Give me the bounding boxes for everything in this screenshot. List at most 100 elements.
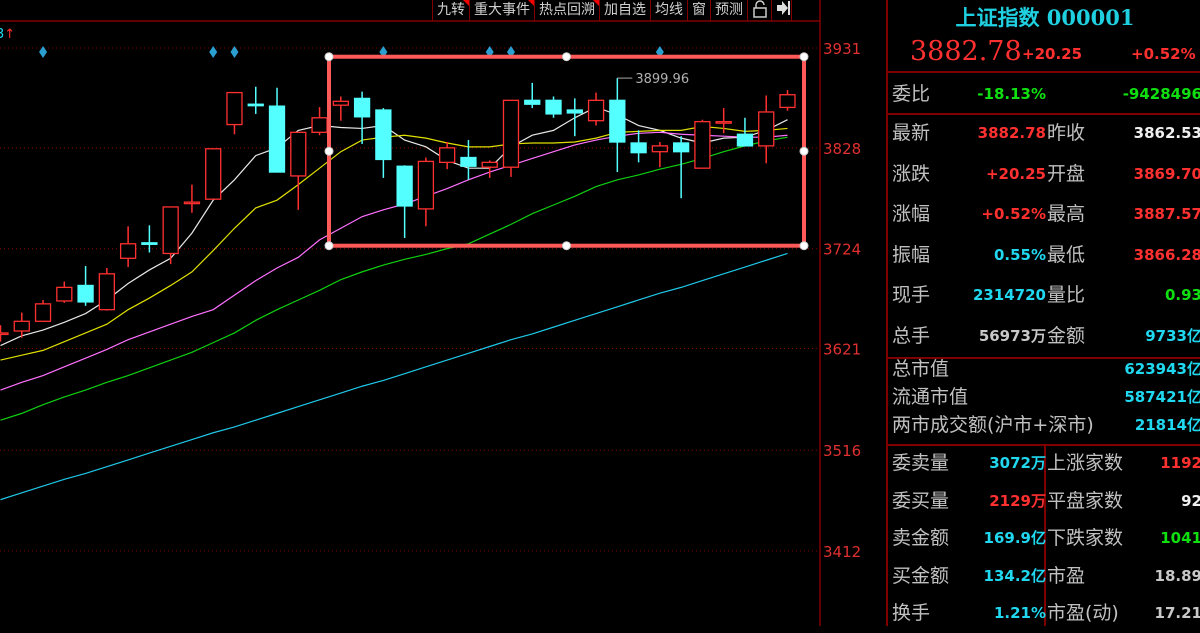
field-value: +20.25: [985, 164, 1046, 183]
field-label: 市盈(动): [1047, 602, 1119, 624]
field-value: 623943亿: [1124, 360, 1200, 378]
toolbar-window-button[interactable]: 窗: [688, 0, 711, 21]
field-value: 3072万: [989, 454, 1046, 472]
field-label: 最新: [892, 122, 931, 144]
candle: [0, 325, 9, 342]
candlestick-chart[interactable]: 3931 3828 3724 3621 3516 3412 3899.96: [0, 0, 886, 626]
candle: [481, 160, 498, 178]
candle: [439, 142, 456, 170]
quote-row: 总手 56973万 金额 9733亿: [888, 316, 1200, 356]
y-tick-label: 3724: [823, 241, 861, 259]
resize-handle[interactable]: [324, 146, 334, 156]
field-label: 流通市值: [892, 386, 969, 408]
candle-body: [524, 99, 541, 105]
chart-toolbar: 九转 重大事件 热点回溯 加自选 均线 窗 预测: [432, 0, 792, 21]
field-value: 1041: [1160, 529, 1200, 547]
field-label: 金额: [1047, 324, 1086, 347]
candle: [56, 281, 73, 303]
candle: [162, 206, 179, 265]
toolbar-forecast-button[interactable]: 预测: [711, 0, 748, 21]
candle-body: [0, 332, 9, 336]
candle-body: [609, 99, 626, 143]
candle: [524, 82, 541, 109]
candle: [396, 165, 413, 238]
resize-handle[interactable]: [562, 52, 571, 62]
signal-diamond-icon: [39, 46, 48, 58]
resize-handle[interactable]: [799, 52, 809, 62]
candle-body: [119, 243, 137, 259]
moving-average-line: [0, 125, 788, 361]
candle: [247, 86, 264, 114]
field-label: 两市成交额(沪市+深市): [892, 414, 1094, 436]
toolbar-ma-button[interactable]: 均线: [651, 0, 688, 21]
field-label: 涨跌: [892, 162, 931, 185]
toolbar-major-events-button[interactable]: 重大事件: [470, 0, 535, 21]
arrow-right-bar-icon[interactable]: [772, 0, 792, 21]
candle: [13, 312, 30, 338]
field-label: 现手: [892, 284, 931, 306]
resize-handle[interactable]: [799, 241, 809, 251]
field-value: 1.21%: [993, 604, 1046, 622]
candle-body: [758, 111, 775, 147]
candle-body: [34, 303, 52, 322]
toolbar-add-watchlist-button[interactable]: 加自选: [600, 0, 651, 21]
candle-body: [460, 156, 477, 167]
candle: [311, 107, 328, 136]
candle: [226, 91, 243, 135]
field-value: 1192: [1160, 454, 1200, 472]
divider: [888, 71, 1200, 73]
field-value: 2129万: [989, 491, 1046, 510]
candle-body: [56, 286, 73, 302]
resize-handle[interactable]: [324, 241, 334, 251]
candle-body: [141, 242, 158, 245]
moving-average-line: [0, 252, 788, 501]
resize-handle[interactable]: [799, 146, 809, 156]
lock-icon[interactable]: [748, 0, 772, 21]
resize-handle[interactable]: [324, 52, 334, 62]
field-label: 总市值: [892, 358, 950, 380]
field-value: 21814亿: [1134, 416, 1200, 434]
divider: [888, 357, 1200, 359]
field-value: 56973万: [978, 326, 1046, 345]
field-value: 3869.70: [1133, 164, 1200, 183]
candle-body: [672, 142, 690, 153]
candle: [141, 225, 158, 253]
candle-body: [439, 147, 456, 164]
quote-row: 涨跌 +20.25 开盘 3869.70: [888, 154, 1200, 194]
field-label: 卖金额: [892, 527, 950, 549]
market-row: 两市成交额(沪市+深市) 21814亿: [888, 411, 1200, 439]
candle: [566, 98, 583, 137]
field-label: 振幅: [892, 243, 931, 266]
weibi-row: 委比 -18.13% -9428496: [888, 74, 1200, 114]
candle: [34, 299, 52, 322]
price-change: +20.25: [1022, 45, 1083, 63]
moving-average-line: [0, 131, 788, 391]
order-row: 换手 1.21% 市盈(动) 17.21: [888, 593, 1200, 633]
field-label: 总手: [892, 324, 931, 347]
quote-row: 现手 2314720 量比 0.93: [888, 275, 1200, 315]
field-label: 平盘家数: [1047, 489, 1124, 512]
last-price: 3882.78: [910, 36, 1022, 67]
divider: [888, 444, 1200, 446]
field-label: 市盈: [1047, 564, 1086, 587]
candle: [119, 226, 137, 268]
candle-body: [396, 165, 413, 207]
candle: [77, 266, 94, 306]
resize-handle[interactable]: [562, 241, 571, 251]
candle-body: [651, 145, 669, 153]
candle: [609, 78, 626, 173]
field-value: 2314720: [972, 286, 1046, 304]
candle-body: [502, 99, 520, 168]
order-row: 买金额 134.2亿 市盈 18.89: [888, 556, 1200, 596]
weibi-diff: -9428496: [1122, 85, 1200, 103]
up-arrow-icon: ↑: [4, 27, 16, 42]
selection-rectangle[interactable]: [327, 54, 806, 248]
field-value: 169.9亿: [983, 529, 1046, 547]
candle: [651, 142, 669, 168]
toolbar-hotspot-review-button[interactable]: 热点回溯: [535, 0, 600, 21]
toolbar-jiuzhuan-button[interactable]: 九转: [433, 0, 470, 21]
field-value: +0.52%: [981, 205, 1046, 223]
field-label: 涨幅: [892, 203, 931, 225]
quote-panel: 上证指数 000001 3882.78 +20.25 +0.52% 委比 -18…: [886, 0, 1200, 626]
candle: [715, 108, 732, 134]
